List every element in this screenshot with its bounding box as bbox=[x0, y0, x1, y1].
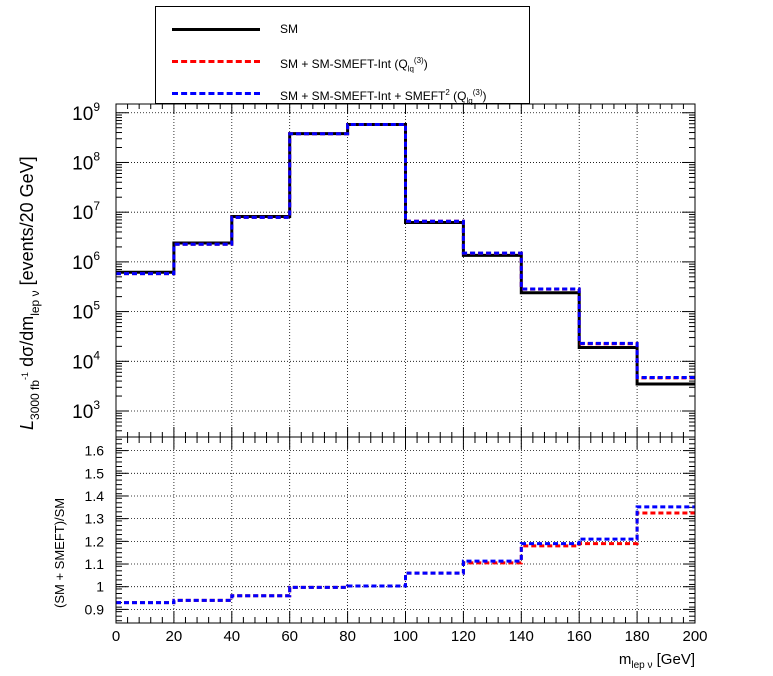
legend-label-full: SM + SM-SMEFT-Int + SMEFT2 (Qlq(3)) bbox=[280, 88, 487, 106]
legend-swatch-sm bbox=[172, 28, 260, 31]
legend-swatch-int bbox=[172, 60, 260, 63]
bottom-y-tick-label: 0.9 bbox=[85, 601, 105, 617]
top-y-tick-label: 106 bbox=[72, 249, 100, 274]
x-tick-label: 0 bbox=[112, 628, 120, 645]
legend-entry-full: SM + SM-SMEFT-Int + SMEFT2 (Qlq(3)) bbox=[156, 83, 529, 105]
legend-label-sm: SM bbox=[280, 22, 298, 36]
top-y-axis-label: L3000 fb-1 dσ/dmlep ν [events/20 GeV] bbox=[17, 156, 42, 430]
legend-entry-sm: SM bbox=[156, 19, 529, 39]
legend: SM SM + SM-SMEFT-Int (Qlq(3)) SM + SM-SM… bbox=[155, 6, 530, 105]
x-tick-label: 20 bbox=[166, 628, 183, 645]
x-tick-label: 140 bbox=[509, 628, 534, 645]
bottom-y-axis-label: (SM + SMEFT)/SM bbox=[52, 498, 67, 608]
x-tick-label: 180 bbox=[625, 628, 650, 645]
bottom-y-tick-label: 1.2 bbox=[85, 533, 105, 549]
top-y-tick-label: 108 bbox=[72, 149, 100, 174]
bottom-panel: 0.9 1 1.1 1.2 1.3 1.4 1.5 1.6 0 20 40 60 80 100 120 140… bbox=[85, 436, 708, 645]
x-tick-label: 200 bbox=[682, 628, 707, 645]
bottom-y-tick-label: 1.1 bbox=[85, 556, 105, 572]
top-y-tick-label: 105 bbox=[72, 299, 100, 324]
x-tick-label: 40 bbox=[223, 628, 240, 645]
x-tick-label: 80 bbox=[339, 628, 356, 645]
bottom-y-tick-label: 1.6 bbox=[85, 443, 105, 459]
x-tick-label: 120 bbox=[451, 628, 476, 645]
bottom-y-tick-label: 1.3 bbox=[85, 511, 105, 527]
x-axis-label: mlep ν [GeV] bbox=[619, 651, 695, 671]
x-tick-label: 100 bbox=[393, 628, 418, 645]
top-y-tick-label: 104 bbox=[72, 348, 100, 373]
bottom-y-tick-label: 1.4 bbox=[85, 488, 105, 504]
x-tick-label: 160 bbox=[567, 628, 592, 645]
bottom-frame bbox=[115, 436, 696, 624]
bottom-y-tick-label: 1 bbox=[96, 579, 104, 595]
top-y-tick-label: 109 bbox=[72, 100, 100, 125]
top-y-tick-label: 103 bbox=[72, 398, 100, 423]
legend-label-int: SM + SM-SMEFT-Int (Qlq(3)) bbox=[280, 56, 428, 74]
top-y-tick-label: 107 bbox=[72, 199, 100, 224]
x-tick-label: 60 bbox=[281, 628, 298, 645]
legend-entry-int: SM + SM-SMEFT-Int (Qlq(3)) bbox=[156, 51, 529, 73]
bottom-series-full bbox=[116, 505, 695, 605]
top-panel: 103 104 105 106 107 108 109 bbox=[72, 100, 696, 438]
bottom-y-tick-label: 1.5 bbox=[85, 465, 105, 481]
legend-swatch-full bbox=[172, 92, 260, 95]
